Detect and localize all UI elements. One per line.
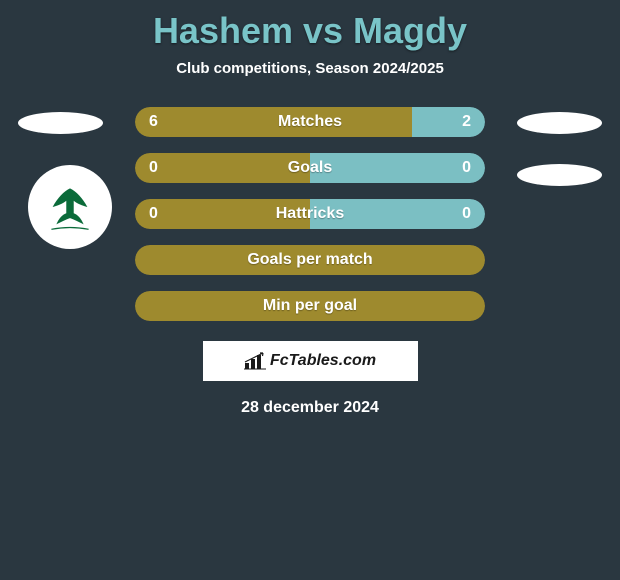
- bar-value-left: 0: [149, 159, 158, 177]
- bar-fill-right: [310, 153, 485, 183]
- bar-value-left: 0: [149, 205, 158, 223]
- bar-chart-icon: [244, 352, 266, 370]
- bar-fill-left: [135, 107, 412, 137]
- club-badge-left: [28, 165, 112, 249]
- bar-fill-left: [135, 153, 310, 183]
- comparison-panel: 6 2 Matches 0 0 Goals 0 0 Hattricks Goals per mat…: [0, 107, 620, 417]
- bar-value-left: 6: [149, 113, 158, 131]
- brand-box: FcTables.com: [203, 341, 418, 381]
- bar-value-right: 2: [462, 113, 471, 131]
- bar-value-right: 0: [462, 159, 471, 177]
- stat-bar-hattricks: 0 0 Hattricks: [135, 199, 485, 229]
- player-right-logo-placeholder-2: [517, 164, 602, 186]
- player-right-logo-placeholder-1: [517, 112, 602, 134]
- bar-label: Matches: [278, 113, 342, 131]
- bar-label: Goals: [288, 159, 332, 177]
- bar-label: Hattricks: [276, 205, 344, 223]
- brand-text: FcTables.com: [270, 352, 376, 370]
- stat-bar-min-per-goal: Min per goal: [135, 291, 485, 321]
- bar-fill-right: [412, 107, 486, 137]
- player-left-logo-placeholder: [18, 112, 103, 134]
- subtitle: Club competitions, Season 2024/2025: [0, 60, 620, 77]
- bar-value-right: 0: [462, 205, 471, 223]
- eagle-icon: [39, 176, 101, 238]
- page-title: Hashem vs Magdy: [0, 0, 620, 52]
- stat-bar-matches: 6 2 Matches: [135, 107, 485, 137]
- date-label: 28 december 2024: [0, 399, 620, 417]
- bar-label: Min per goal: [263, 297, 357, 315]
- stat-bars: 6 2 Matches 0 0 Goals 0 0 Hattricks Goals per mat…: [135, 107, 485, 321]
- bar-label: Goals per match: [247, 251, 372, 269]
- stat-bar-goals-per-match: Goals per match: [135, 245, 485, 275]
- stat-bar-goals: 0 0 Goals: [135, 153, 485, 183]
